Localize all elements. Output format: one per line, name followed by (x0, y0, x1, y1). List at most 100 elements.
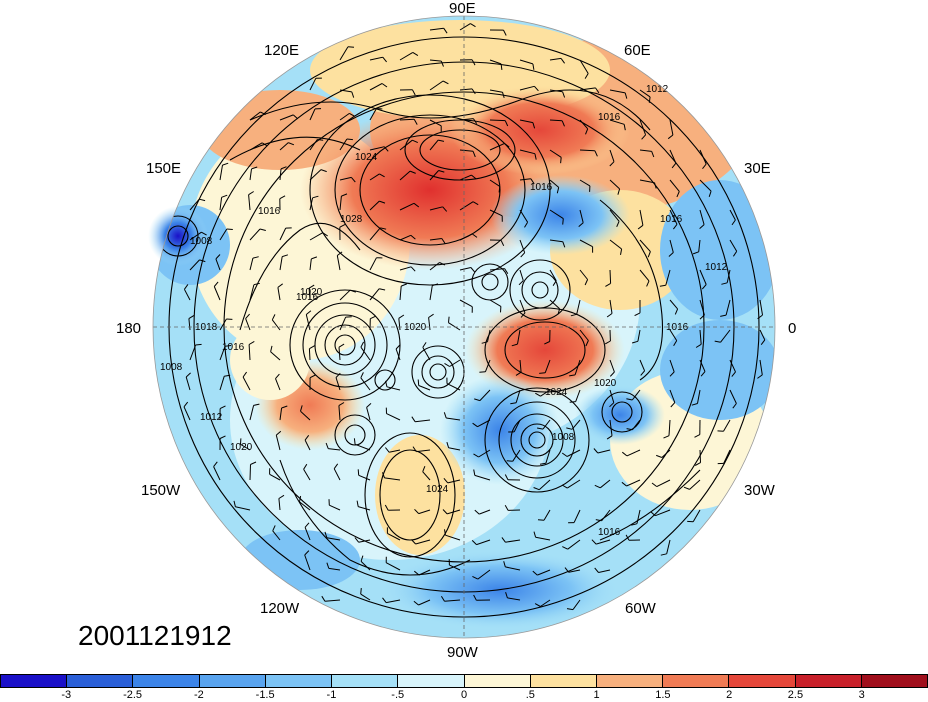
wind-barb (729, 389, 737, 409)
wind-barb (489, 299, 502, 313)
colorbar-tick-label: -2 (193, 689, 204, 701)
wind-barb (489, 29, 507, 36)
wind-barb (639, 119, 647, 140)
wind-barb (549, 299, 561, 315)
wind-barb (549, 89, 566, 98)
wind-barb (278, 494, 285, 511)
wind-barb (699, 359, 706, 377)
wind-barb (270, 345, 281, 361)
svg-text:1020: 1020 (300, 287, 323, 298)
wind-barb (309, 256, 318, 271)
svg-text:1016: 1016 (222, 342, 245, 353)
colorbar-tick-label: -2.5 (123, 689, 143, 701)
wind-barb (399, 170, 416, 181)
wind-barb (219, 318, 233, 331)
wind-barb (366, 403, 372, 421)
wind-barb (309, 108, 322, 121)
wind-barb (625, 534, 641, 541)
wind-barb (519, 149, 537, 160)
wind-barb (489, 209, 503, 222)
colorbar-segment (265, 675, 333, 687)
wind-barb (669, 359, 675, 377)
wind-barb (691, 389, 701, 406)
wind-barb (339, 289, 356, 301)
wind-barb (595, 509, 611, 522)
wind-barb (448, 559, 461, 571)
svg-text:1016: 1016 (598, 112, 621, 123)
wind-barb (309, 139, 324, 151)
wind-barb (271, 314, 281, 331)
wind-barb (474, 509, 491, 515)
wind-barb (479, 359, 491, 373)
wind-barb (448, 316, 461, 331)
wind-barb (729, 209, 736, 226)
wind-barb (304, 434, 311, 451)
wind-barb (325, 442, 341, 451)
wind-barb (300, 405, 311, 421)
colorbar-tick-label: -3 (61, 689, 72, 701)
wind-barb (304, 550, 311, 571)
wind-barb (634, 300, 641, 317)
wind-barb (309, 169, 327, 181)
wind-barb (663, 419, 671, 439)
wind-barb (570, 299, 581, 317)
wind-barb (384, 504, 401, 511)
wind-barb (667, 119, 674, 140)
wind-barb (399, 118, 418, 125)
wind-barb (566, 419, 581, 430)
wind-barb (714, 329, 731, 343)
wind-barb (353, 438, 371, 451)
svg-text:1016: 1016 (666, 322, 689, 333)
wind-barb (422, 342, 431, 361)
wind-barb (249, 228, 266, 241)
wind-barb (505, 592, 521, 601)
wind-barb (519, 85, 539, 92)
wind-barb (428, 313, 434, 331)
wind-barb (369, 173, 385, 181)
wind-barb (338, 343, 345, 361)
wind-barb (568, 509, 581, 524)
wind-barb (459, 201, 479, 211)
wind-barb (357, 469, 371, 481)
colorbar-segment (67, 675, 134, 687)
wind-barb (699, 269, 707, 290)
wind-barb (339, 46, 355, 61)
wind-barb (249, 166, 258, 181)
wind-barb (360, 555, 371, 571)
wind-barb (459, 233, 478, 241)
wind-barb (249, 111, 266, 121)
colorbar-segment (464, 675, 531, 687)
wind-barb (579, 269, 589, 286)
wind-barb (659, 269, 671, 287)
wind-barb (183, 401, 191, 421)
wind-barb (339, 193, 348, 211)
wind-barb (412, 446, 431, 453)
wind-barb (443, 412, 461, 421)
wind-barb (443, 477, 461, 484)
wind-barb (651, 479, 671, 488)
wind-barb (650, 509, 671, 517)
wind-barb (669, 389, 676, 408)
wind-barb (579, 87, 600, 94)
wind-barb (593, 448, 611, 454)
wind-barb (279, 166, 287, 181)
wind-barb (219, 162, 229, 181)
wind-barb (504, 504, 521, 511)
wind-barb (248, 340, 255, 361)
wind-barb (539, 359, 551, 374)
wind-barb (309, 77, 322, 91)
colorbar-tick-label: .5 (525, 689, 535, 701)
wind-barb (459, 149, 476, 158)
wind-barb (534, 599, 551, 607)
wind-barb (660, 539, 671, 556)
wind-barb (444, 359, 461, 367)
wind-barb (717, 419, 731, 432)
wind-barb (277, 283, 284, 301)
low-anomaly-spot (148, 206, 208, 266)
colorbar-segment (663, 675, 730, 687)
wind-barb (369, 146, 389, 152)
wind-barb (519, 209, 529, 228)
wind-barb (566, 599, 581, 611)
wind-barb (219, 228, 233, 241)
wind-barb (399, 89, 416, 96)
